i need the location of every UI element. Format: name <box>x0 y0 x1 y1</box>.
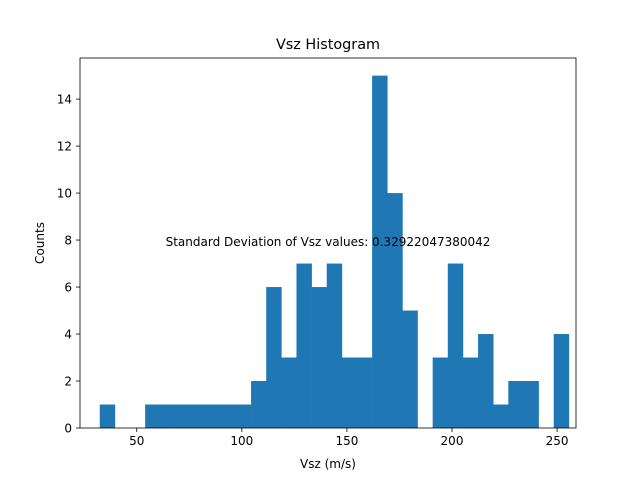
histogram-bar <box>554 334 569 428</box>
histogram-bar <box>478 334 493 428</box>
y-tick-label: 8 <box>64 234 72 248</box>
y-tick-label: 12 <box>57 140 72 154</box>
histogram-bar <box>296 264 311 428</box>
x-tick-label: 50 <box>129 434 144 448</box>
histogram-bar <box>251 381 266 428</box>
histogram-bar <box>448 264 463 428</box>
histogram-bar <box>402 311 417 428</box>
histogram-bar <box>523 381 538 428</box>
x-tick-label: 200 <box>441 434 464 448</box>
histogram-bar <box>145 405 160 428</box>
histogram-bar <box>266 287 281 428</box>
histogram-bar <box>433 358 448 428</box>
histogram-bar <box>281 358 296 428</box>
histogram-bar <box>508 381 523 428</box>
histogram-bar <box>206 405 221 428</box>
histogram-bar <box>175 405 190 428</box>
histogram-bar <box>236 405 251 428</box>
histogram-bar <box>493 405 508 428</box>
y-axis-label: Counts <box>33 222 47 264</box>
x-tick-label: 100 <box>230 434 253 448</box>
y-tick-label: 6 <box>64 281 72 295</box>
histogram-bar <box>327 264 342 428</box>
histogram-bar <box>463 358 478 428</box>
chart-title: Vsz Histogram <box>276 37 380 53</box>
histogram-bar <box>312 287 327 428</box>
y-tick-label: 0 <box>64 422 72 436</box>
histogram-bar <box>221 405 236 428</box>
y-tick-label: 10 <box>57 187 72 201</box>
std-annotation: Standard Deviation of Vsz values: 0.3292… <box>166 235 491 249</box>
x-tick-label: 250 <box>546 434 569 448</box>
histogram-bar <box>357 358 372 428</box>
y-tick-label: 4 <box>64 328 72 342</box>
histogram-bar <box>191 405 206 428</box>
histogram-bar <box>160 405 175 428</box>
y-tick-label: 14 <box>57 93 72 107</box>
y-tick-label: 2 <box>64 375 72 389</box>
histogram-bar <box>100 405 115 428</box>
histogram-bar <box>342 358 357 428</box>
x-tick-label: 150 <box>335 434 358 448</box>
histogram-bar <box>387 193 402 428</box>
histogram-bar <box>372 76 387 428</box>
x-axis-label: Vsz (m/s) <box>300 457 356 471</box>
